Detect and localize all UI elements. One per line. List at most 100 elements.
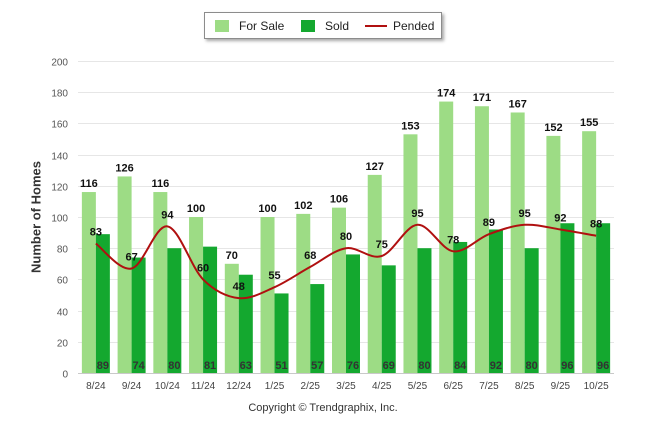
bar-sold bbox=[453, 241, 468, 373]
bar-for-sale bbox=[81, 192, 96, 373]
sold-value-label: 69 bbox=[383, 360, 395, 372]
y-axis-title: Number of Homes bbox=[28, 161, 44, 273]
pended-value-label: 78 bbox=[447, 234, 459, 246]
bar-for-sale bbox=[439, 101, 454, 373]
pended-value-label: 60 bbox=[197, 262, 209, 274]
bar-for-sale bbox=[296, 213, 311, 373]
sold-value-label: 74 bbox=[132, 360, 145, 372]
x-tick-label: 2/25 bbox=[301, 381, 321, 392]
y-tick-label: 120 bbox=[51, 183, 68, 194]
sold-value-label: 76 bbox=[347, 360, 359, 372]
legend-label-sold: Sold bbox=[325, 19, 350, 33]
for-sale-value-label: 174 bbox=[437, 88, 456, 100]
y-tick-label: 160 bbox=[51, 120, 68, 131]
for-sale-value-label: 167 bbox=[508, 98, 526, 110]
y-tick-label: 180 bbox=[51, 89, 68, 100]
bar-for-sale bbox=[153, 192, 168, 373]
pended-value-label: 75 bbox=[376, 239, 388, 251]
bar-sold bbox=[381, 265, 396, 373]
pended-value-label: 67 bbox=[125, 251, 137, 263]
bar-for-sale bbox=[224, 263, 239, 373]
pended-value-label: 89 bbox=[483, 217, 495, 229]
bar-sold bbox=[238, 274, 253, 373]
x-tick-label: 10/24 bbox=[155, 381, 180, 392]
legend-label-for-sale: For Sale bbox=[239, 19, 285, 33]
bar-sold bbox=[346, 254, 360, 373]
x-tick-label: 9/24 bbox=[122, 381, 142, 392]
x-tick-label: 11/24 bbox=[191, 381, 216, 392]
for-sale-value-label: 106 bbox=[330, 194, 348, 206]
pended-value-label: 80 bbox=[340, 231, 352, 243]
sold-value-label: 80 bbox=[418, 360, 430, 372]
for-sale-value-label: 100 bbox=[258, 203, 276, 215]
pended-series bbox=[95, 223, 597, 300]
x-tick-label: 12/24 bbox=[226, 381, 251, 392]
pended-value-label: 92 bbox=[554, 212, 566, 224]
sold-value-label: 92 bbox=[490, 360, 502, 372]
sold-value-label: 63 bbox=[240, 360, 252, 372]
legend-label-pended: Pended bbox=[393, 19, 435, 33]
bar-for-sale bbox=[510, 112, 525, 373]
for-sale-value-label: 100 bbox=[187, 203, 205, 215]
x-tick-label: 5/25 bbox=[408, 381, 428, 392]
bar-sold bbox=[95, 234, 110, 373]
bar-for-sale bbox=[546, 135, 561, 373]
sold-value-label: 51 bbox=[275, 360, 287, 372]
data-labels: 116 89 126 74 116 80 100 81 70 63 100 51 102 57 106 76 1… bbox=[80, 88, 609, 372]
sold-value-label: 57 bbox=[311, 360, 323, 372]
bar-sold bbox=[488, 229, 503, 373]
for-sale-value-label: 116 bbox=[151, 178, 169, 190]
y-tick-label: 60 bbox=[57, 276, 69, 287]
bar-sold bbox=[167, 248, 182, 373]
x-tick-label: 3/25 bbox=[336, 381, 356, 392]
sold-swatch bbox=[301, 20, 315, 32]
pended-value-label: 94 bbox=[161, 209, 174, 221]
bar-for-sale bbox=[367, 174, 382, 373]
for-sale-value-label: 171 bbox=[473, 92, 491, 104]
for-sale-value-label: 153 bbox=[401, 120, 419, 132]
bar-for-sale bbox=[117, 176, 132, 373]
x-tick-label: 10/25 bbox=[584, 381, 609, 392]
bar-for-sale bbox=[403, 134, 418, 373]
for-sale-value-label: 127 bbox=[366, 161, 384, 173]
sold-value-label: 80 bbox=[526, 360, 538, 372]
y-tick-label: 100 bbox=[51, 214, 68, 225]
x-tick-label: 8/25 bbox=[515, 381, 535, 392]
bar-sold bbox=[310, 284, 325, 373]
bar-sold bbox=[274, 293, 289, 373]
x-tick-label: 8/24 bbox=[86, 381, 106, 392]
pended-line bbox=[95, 223, 597, 300]
pended-value-label: 68 bbox=[304, 250, 316, 262]
x-tick-label: 9/25 bbox=[551, 381, 571, 392]
bar-sold bbox=[417, 248, 432, 373]
sold-value-label: 84 bbox=[454, 360, 467, 372]
bar-sold bbox=[524, 248, 539, 373]
y-tick-label: 140 bbox=[51, 152, 68, 163]
pended-value-label: 95 bbox=[519, 208, 531, 220]
legend: For Sale Sold Pended bbox=[204, 12, 442, 39]
y-tick-label: 200 bbox=[51, 58, 68, 69]
pended-value-label: 95 bbox=[411, 208, 423, 220]
x-tick-label: 7/25 bbox=[479, 381, 499, 392]
bar-for-sale bbox=[474, 106, 489, 374]
bar-sold bbox=[596, 223, 611, 373]
bar-for-sale bbox=[582, 131, 597, 373]
bar-sold bbox=[560, 223, 575, 373]
pended-value-label: 88 bbox=[590, 219, 602, 231]
x-tick-label: 4/25 bbox=[372, 381, 392, 392]
sold-value-label: 81 bbox=[204, 360, 216, 372]
bar-sold bbox=[203, 246, 218, 373]
for-sale-value-label: 126 bbox=[115, 162, 133, 174]
bar-for-sale bbox=[260, 217, 275, 373]
y-axis: 0 20 40 60 80 100 120 140 160 180 200 bbox=[51, 58, 68, 381]
bar-for-sale bbox=[189, 217, 204, 373]
y-tick-label: 0 bbox=[62, 370, 68, 381]
for-sale-value-label: 152 bbox=[544, 122, 562, 134]
x-tick-label: 1/25 bbox=[265, 381, 285, 392]
for-sale-value-label: 155 bbox=[580, 117, 598, 129]
for-sale-value-label: 116 bbox=[80, 178, 98, 190]
pended-swatch bbox=[365, 25, 387, 27]
pended-value-label: 48 bbox=[233, 281, 245, 293]
bars bbox=[81, 101, 611, 374]
